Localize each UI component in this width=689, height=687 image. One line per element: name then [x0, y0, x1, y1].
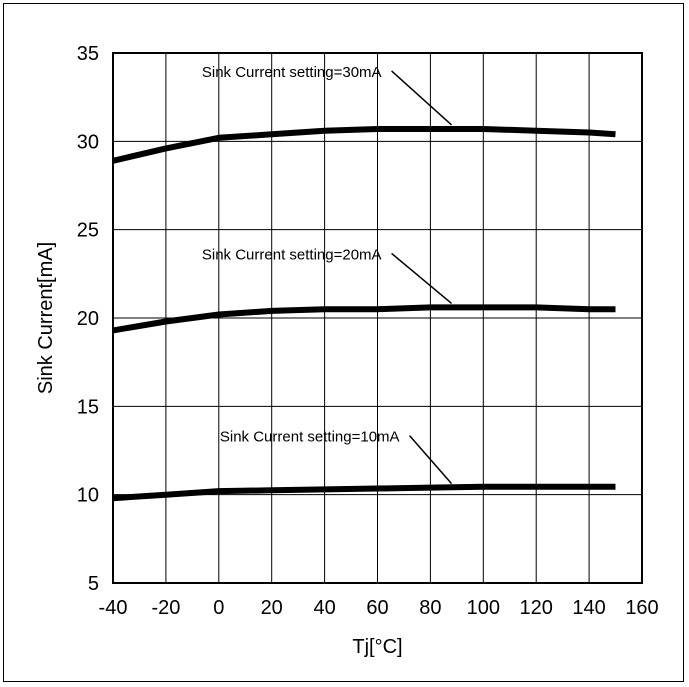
- y-tick-label: 15: [77, 396, 99, 418]
- x-tick-label: -40: [99, 597, 128, 619]
- x-tick-label: 40: [313, 597, 335, 619]
- y-tick-labels: 5 10 15 20 25 30 35: [77, 43, 99, 595]
- x-tick-label: 60: [366, 597, 388, 619]
- x-tick-label: 140: [572, 597, 605, 619]
- x-tick-label: 160: [625, 597, 658, 619]
- x-tick-label: -20: [151, 597, 180, 619]
- series-line-1: [112, 126, 616, 164]
- figure-frame: [3, 3, 684, 682]
- series-line-2: [112, 304, 616, 334]
- x-tick-label: 100: [467, 597, 500, 619]
- annotation-label: Sink Current setting=30mA: [202, 64, 382, 81]
- plot-area-border: [112, 52, 643, 584]
- annotation-leader-line: [391, 252, 453, 304]
- x-tick-labels: -40 -20 0 20 40 60 80 100 120 140 160: [99, 597, 659, 619]
- y-tick-label: 30: [77, 131, 99, 153]
- annotation-leader-line: [391, 70, 453, 126]
- y-tick-label: 35: [77, 43, 99, 65]
- series-line-3: [112, 483, 616, 502]
- x-tick-label: 80: [419, 597, 441, 619]
- y-tick-label: 20: [77, 308, 99, 330]
- y-tick-label: 25: [77, 220, 99, 242]
- y-axis-label: Sink Current[mA]: [35, 242, 57, 394]
- annotation-label: Sink Current setting=10mA: [220, 429, 400, 446]
- x-tick-label: 120: [520, 597, 553, 619]
- y-tick-label: 10: [77, 485, 99, 507]
- x-tick-label: 0: [213, 597, 224, 619]
- x-axis-label: Tj[°C]: [352, 636, 402, 658]
- annotations-group: Sink Current setting=30mA Sink Current se…: [202, 64, 453, 485]
- series-group: [112, 126, 616, 502]
- x-tick-label: 20: [261, 597, 283, 619]
- y-tick-label: 5: [88, 573, 99, 595]
- annotation-leader-line: [408, 435, 453, 485]
- annotation-label: Sink Current setting=20mA: [202, 246, 382, 263]
